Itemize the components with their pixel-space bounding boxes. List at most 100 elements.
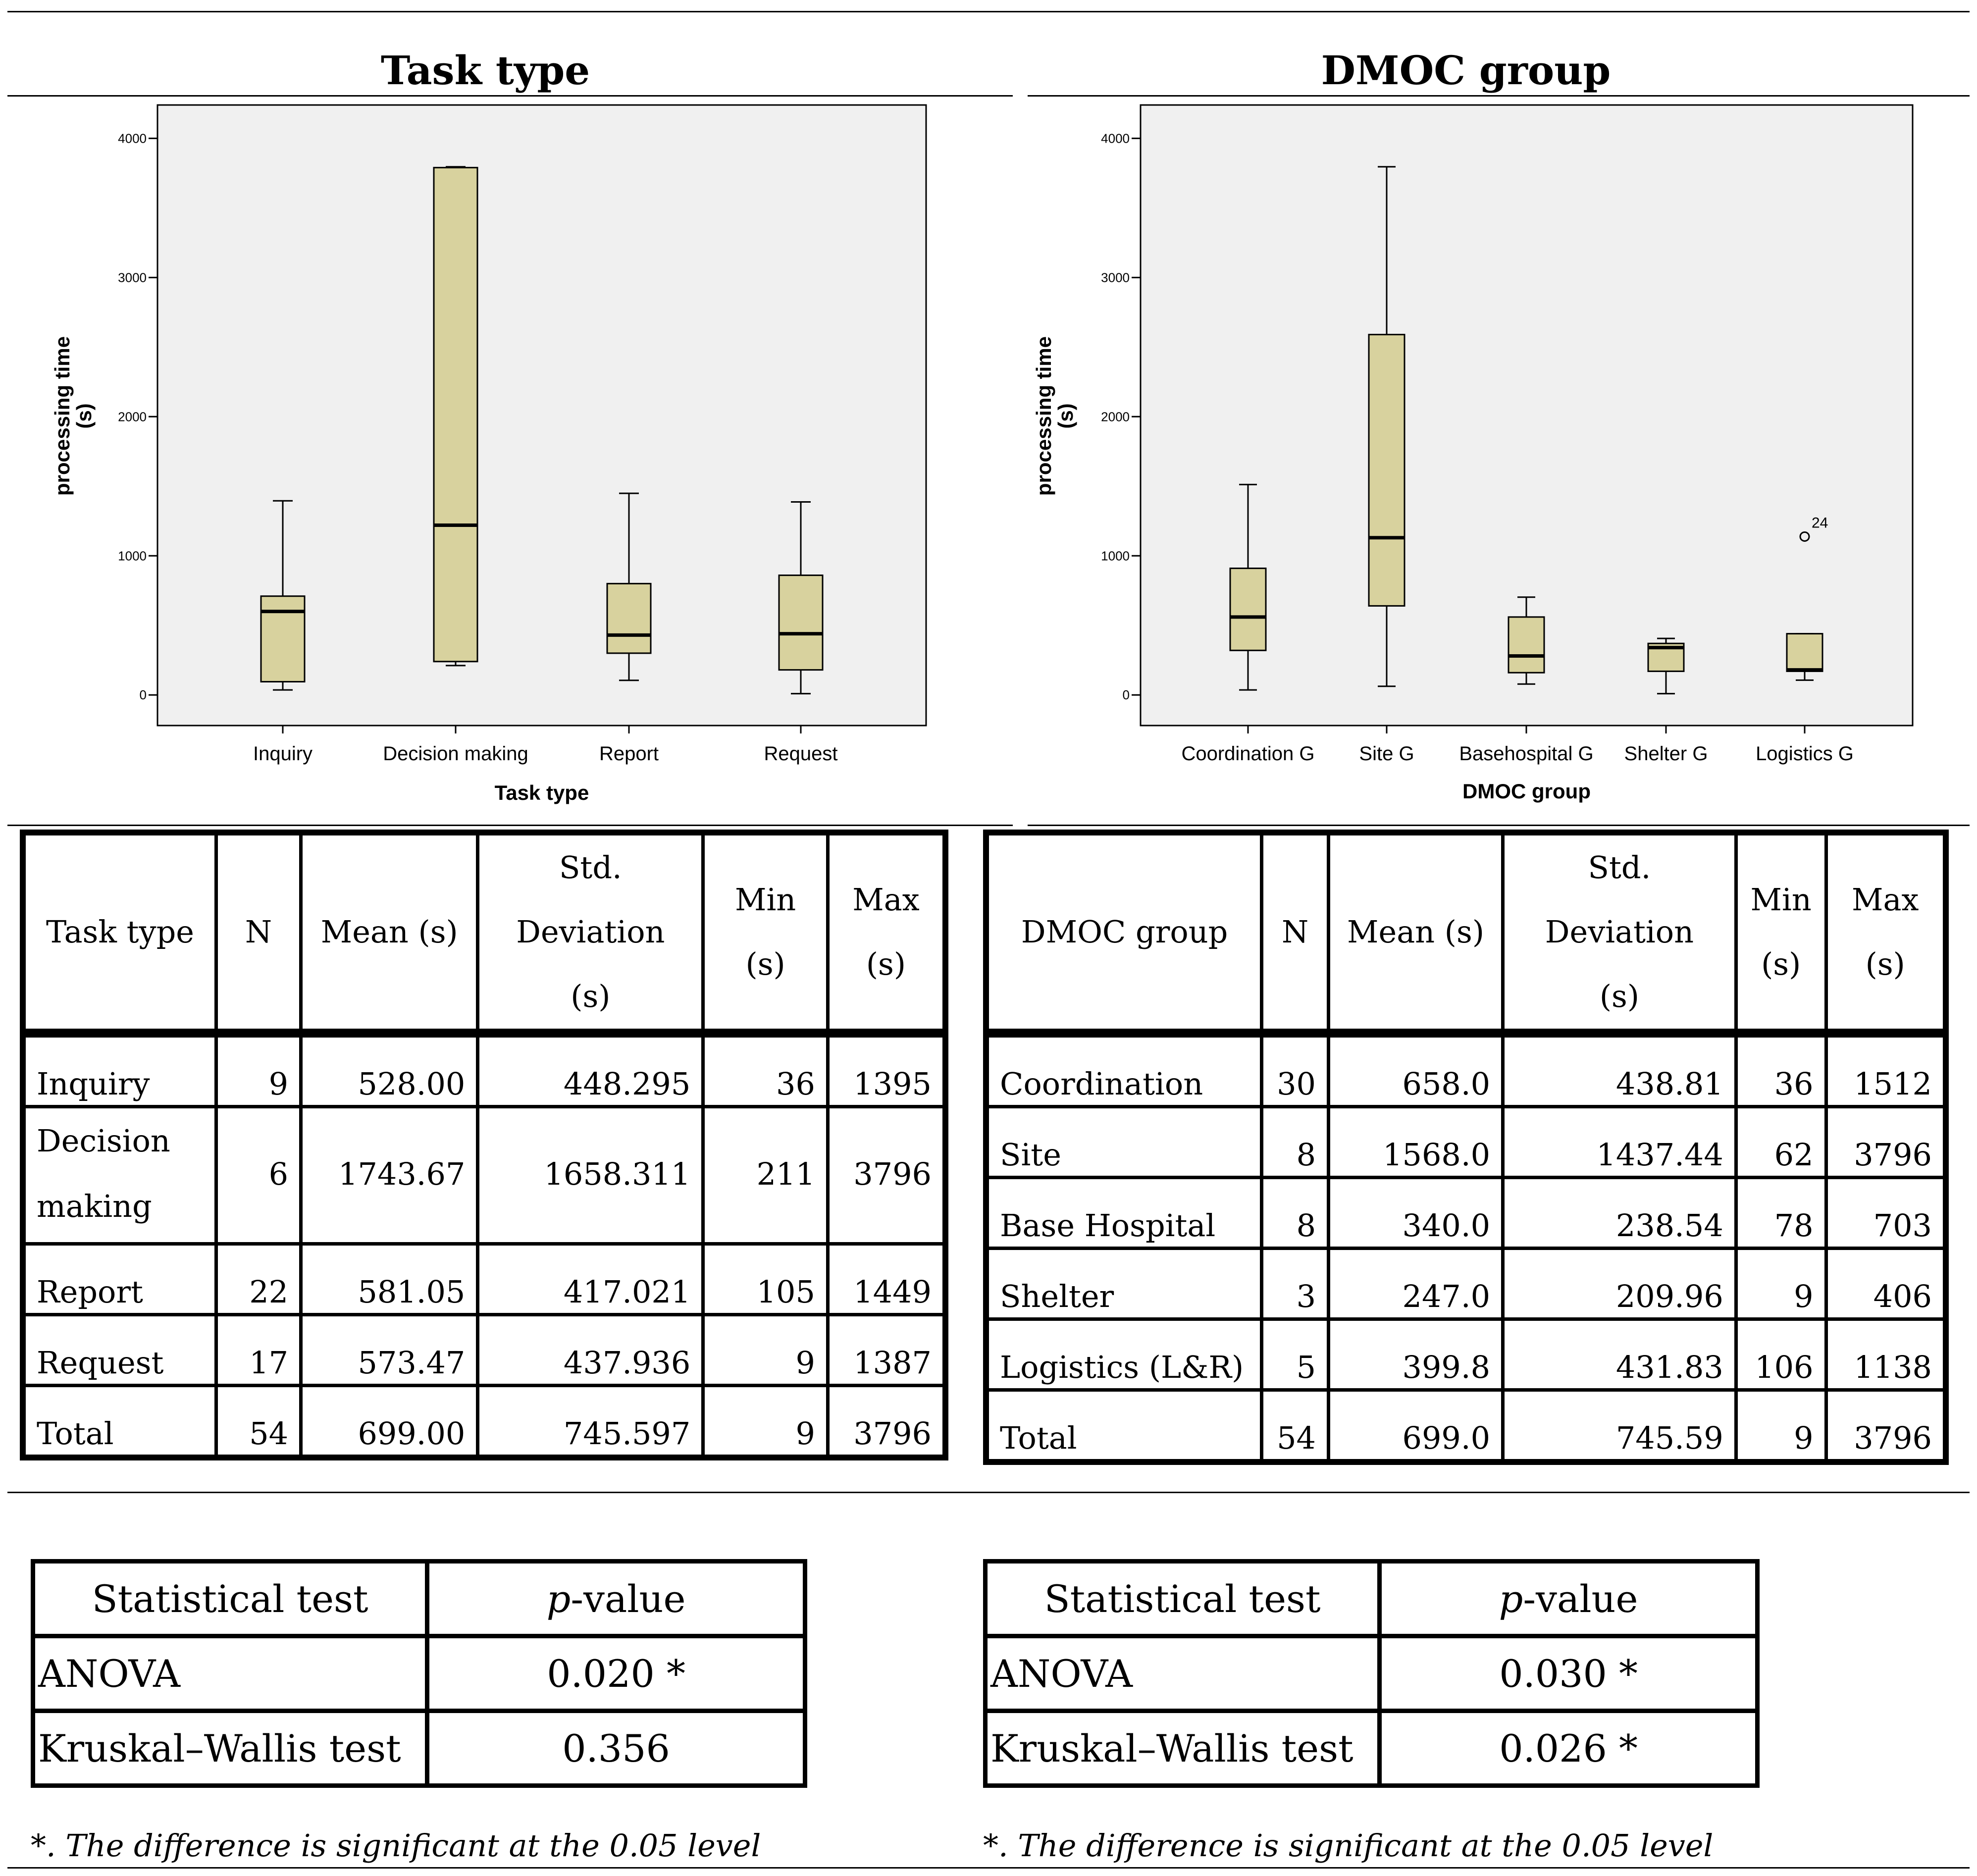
- title-rule-left: [7, 95, 1013, 97]
- outlier-label: 24: [1812, 515, 1828, 531]
- table-row: Inquiry 9 528.00 448.295 36 1395: [21, 1031, 947, 1108]
- box: [1368, 334, 1405, 607]
- table-cell: 417.021: [476, 1242, 705, 1316]
- table-cell: 528.00: [299, 1031, 480, 1108]
- y-axis-title: processing time: [1032, 336, 1055, 496]
- table-row: Shelter 3 247.0 209.96 9 406: [984, 1247, 1948, 1321]
- x-category-label: Decision making: [383, 743, 528, 765]
- top-rule: [7, 11, 1970, 12]
- table-header-cell: Task type: [21, 831, 218, 1038]
- x-axis-title: Task type: [495, 781, 589, 804]
- table-cell: 3: [1260, 1247, 1331, 1321]
- table-row: Base Hospital 8 340.0 238.54 78 703: [984, 1176, 1948, 1250]
- x-category-label: Inquiry: [253, 743, 312, 765]
- table-cell: 745.597: [476, 1384, 705, 1459]
- mid-rule-left: [7, 825, 1013, 826]
- table-cell: 1512: [1824, 1031, 1948, 1108]
- box: [1786, 633, 1823, 672]
- table-cell: 1437.44: [1501, 1105, 1738, 1179]
- bottom-rule: [7, 1867, 1970, 1869]
- table-cell: 1743.67: [299, 1105, 480, 1246]
- table-header-cell: N: [214, 831, 303, 1038]
- outlier-point: [1799, 531, 1810, 542]
- table-cell: Kruskal–Wallis test: [30, 1709, 430, 1788]
- table-header-cell: Min (s): [701, 831, 830, 1038]
- table-cell: Request: [21, 1313, 218, 1387]
- table-header-cell: Max (s): [1824, 831, 1948, 1038]
- table-row: ANOVA 0.020 *: [30, 1634, 807, 1713]
- stat-header-test: Statistical test: [30, 1559, 430, 1638]
- table-cell: 0.026 *: [1377, 1709, 1760, 1788]
- table-cell: 9: [1734, 1388, 1828, 1464]
- box: [433, 166, 478, 663]
- table-cell: 3796: [1824, 1388, 1948, 1464]
- table-header-cell: DMOC group: [984, 831, 1264, 1038]
- table-cell: 0.356: [425, 1709, 807, 1788]
- p-italic: p: [1499, 1576, 1523, 1621]
- table-row: Kruskal–Wallis test 0.026 *: [983, 1709, 1760, 1788]
- y-tick-label: 1000: [1101, 548, 1130, 563]
- table-row: Logistics (L&R) 5 399.8 431.83 106 1138: [984, 1317, 1948, 1392]
- table-row: ANOVA 0.030 *: [983, 1634, 1760, 1713]
- table-row: Kruskal–Wallis test 0.356: [30, 1709, 807, 1788]
- x-category-label: Logistics G: [1756, 743, 1854, 765]
- table-cell: 573.47: [299, 1313, 480, 1387]
- box: [1508, 616, 1545, 674]
- table-header-cell: Mean (s): [1327, 831, 1505, 1038]
- table-header-cell: Max (s): [826, 831, 947, 1038]
- table-cell: Total: [21, 1384, 218, 1459]
- y-axis-title-unit: (s): [72, 403, 96, 428]
- table-header-row: Task type N Mean (s) Std. Deviation (s) M…: [21, 831, 947, 1038]
- box: [606, 582, 652, 654]
- panel-title-task: Task type: [380, 47, 590, 94]
- table-header-cell: Min (s): [1734, 831, 1828, 1038]
- table-cell: 1658.311: [476, 1105, 705, 1246]
- table-cell: 22: [214, 1242, 303, 1316]
- table-cell: 9: [214, 1031, 303, 1108]
- y-tick-label: 2000: [118, 409, 147, 424]
- box: [778, 574, 824, 671]
- p-rest: -value: [1523, 1576, 1638, 1621]
- table-cell: 1449: [826, 1242, 947, 1316]
- table-cell: 438.81: [1501, 1031, 1738, 1108]
- table-row: Report 22 581.05 417.021 105 1449: [21, 1242, 947, 1316]
- p-italic: p: [546, 1576, 571, 1621]
- table-cell: 54: [1260, 1388, 1331, 1464]
- table-cell: Base Hospital: [984, 1176, 1264, 1250]
- table-cell: 703: [1824, 1176, 1948, 1250]
- table-cell: Decision making: [21, 1105, 218, 1246]
- y-tick-label: 3000: [1101, 270, 1130, 285]
- mid-rule-right: [1028, 825, 1970, 826]
- table-cell: 437.936: [476, 1313, 705, 1387]
- x-category-label: Basehospital G: [1459, 743, 1593, 765]
- dmoc-group-table: DMOC group N Mean (s) Std. Deviation (s) …: [983, 830, 1949, 1465]
- task-type-table: Task type N Mean (s) Std. Deviation (s) M…: [20, 830, 948, 1460]
- table-cell: 36: [701, 1031, 830, 1108]
- table-cell: Shelter: [984, 1247, 1264, 1321]
- table-cell: 1568.0: [1327, 1105, 1505, 1179]
- table-cell: 247.0: [1327, 1247, 1505, 1321]
- table-cell: Site: [984, 1105, 1264, 1179]
- table-cell: 1395: [826, 1031, 947, 1108]
- y-axis-title: processing time: [51, 336, 74, 496]
- table-cell: 0.030 *: [1377, 1634, 1760, 1713]
- table-header-row: Statistical test p-value: [30, 1559, 807, 1638]
- table-cell: 699.00: [299, 1384, 480, 1459]
- x-category-label: Coordination G: [1181, 743, 1314, 765]
- boxplot-charts: 0 1000 2000 3000 4000 Inquiry Decision making R…: [51, 104, 1914, 804]
- table-cell: 0.020 *: [425, 1634, 807, 1713]
- stat-header-pvalue: p-value: [1377, 1559, 1760, 1638]
- stat-header-test: Statistical test: [983, 1559, 1382, 1638]
- table-row: Total 54 699.0 745.59 9 3796: [984, 1388, 1948, 1464]
- table-row: Total 54 699.00 745.597 9 3796: [21, 1384, 947, 1459]
- table-cell: 106: [1734, 1317, 1828, 1392]
- table-cell: ANOVA: [30, 1634, 430, 1713]
- table-cell: 3796: [826, 1105, 947, 1246]
- y-axis-title-unit: (s): [1054, 403, 1077, 428]
- y-tick-label: 3000: [118, 270, 147, 285]
- significance-note-dmoc: *. The difference is significant at the …: [983, 1827, 1714, 1864]
- y-tick-label: 1000: [118, 548, 147, 563]
- table-cell: 9: [701, 1384, 830, 1459]
- table-row: Decision making 6 1743.67 1658.311 211 37…: [21, 1105, 947, 1246]
- y-tick-label: 0: [140, 687, 147, 702]
